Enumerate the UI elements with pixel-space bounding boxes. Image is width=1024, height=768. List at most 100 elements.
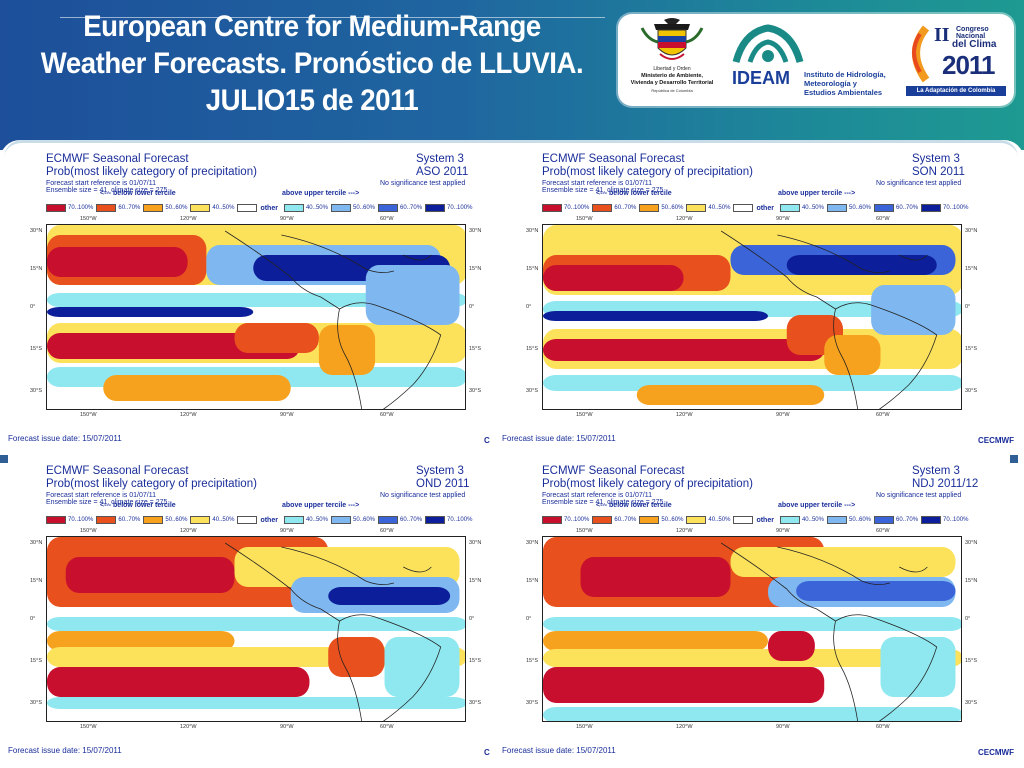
legend-item-below: 60..70% (592, 204, 636, 212)
legend-swatch (779, 516, 800, 524)
panel-subtitle: Prob(most likely category of precipitati… (542, 478, 753, 490)
lon-tick-label: 120°W (180, 528, 197, 534)
lon-tick-label-bottom: 60°W (380, 724, 394, 730)
legend-label: 40..50% (305, 517, 328, 523)
panel-ensemble: Ensemble size = 41, climate size = 275 (46, 187, 168, 194)
panel-subtitle: Prob(most likely category of precipitati… (46, 478, 257, 490)
forecast-panel-2: ECMWF Seasonal Forecast System 3 Prob(most… (496, 146, 1014, 456)
probability-band (47, 247, 188, 277)
lon-tick-label-bottom: 120°W (676, 724, 693, 730)
legend-swatch (190, 516, 211, 524)
legend-below-header: <--- below lower tercile (596, 502, 672, 509)
legend-label: 70..100% (943, 205, 969, 211)
probability-band (47, 631, 235, 651)
lon-tick-label-bottom: 150°W (80, 724, 97, 730)
probability-band (824, 335, 881, 375)
lat-tick-label-left: 15°S (30, 658, 42, 664)
legend-swatch (46, 516, 66, 524)
title-line-3: JULIO15 de 2011 (205, 84, 419, 117)
probability-band (103, 375, 291, 401)
lat-tick-label-left: 30°N (526, 540, 539, 546)
content-frame (4, 140, 1018, 768)
panel-significance: No significance test applied (876, 180, 962, 187)
legend-label: 40..50% (305, 205, 328, 211)
panel-period: SON 2011 (912, 166, 965, 178)
lat-tick-label-right: 30°N (965, 540, 978, 546)
lat-tick-label-left: 30°S (526, 700, 538, 706)
lat-tick-label-left: 15°S (526, 346, 538, 352)
lat-tick-label-right: 15°S (965, 658, 977, 664)
legend-label: 50..60% (165, 205, 188, 211)
legend-label: 60..70% (400, 517, 423, 523)
legend-item-above: 40..50% (779, 516, 824, 524)
legend-swatch (143, 516, 164, 524)
legend-item-below: 40..50% (686, 516, 730, 524)
legend-label: 50..60% (661, 517, 684, 523)
legend-swatch (283, 516, 304, 524)
legend-swatch (96, 204, 117, 212)
lon-tick-label-bottom: 90°W (280, 412, 294, 418)
probability-band (543, 339, 825, 361)
lat-tick-label-left: 30°N (30, 228, 43, 234)
lat-tick-label-left: 0° (30, 304, 36, 310)
legend-label: 60..70% (118, 205, 141, 211)
legend-below-header: <--- below lower tercile (596, 190, 672, 197)
congreso-year: 2011 (942, 50, 995, 80)
lat-tick-label-left: 30°S (30, 388, 42, 394)
lat-tick-label-left: 30°S (30, 700, 42, 706)
legend-item-above: 70..100% (921, 516, 968, 524)
probability-band (796, 581, 956, 601)
legend-item-above: 50..60% (826, 204, 871, 212)
congreso-swoosh-icon (912, 25, 930, 83)
probability-field (47, 537, 465, 721)
legend-swatch (378, 516, 399, 524)
legend-label: 60..70% (896, 517, 919, 523)
legend-item-below: 50..60% (143, 516, 187, 524)
probability-band (328, 637, 385, 677)
legend-swatch (425, 204, 446, 212)
ideam-sub-3: Estudios Ambientales (804, 88, 883, 97)
legend-label: 40..50% (212, 517, 235, 523)
legend-item-above: 40..50% (283, 516, 328, 524)
legend-item-above: 70..100% (425, 516, 472, 524)
legend-swatch (96, 516, 117, 524)
panel-system: System 3 (912, 153, 960, 165)
legend-swatch (425, 516, 446, 524)
colombia-coat-of-arms-icon (640, 18, 704, 60)
legend-label: 40..50% (801, 205, 824, 211)
panel-start-reference: Forecast start reference is 01/07/11 (46, 492, 156, 499)
legend-swatch (283, 204, 304, 212)
lat-tick-label-right: 15°S (469, 346, 481, 352)
legend-swatch (237, 204, 258, 212)
legend-swatch (542, 516, 562, 524)
panel-start-reference: Forecast start reference is 01/07/11 (542, 180, 652, 187)
legend-label: 70..100% (564, 205, 590, 211)
lat-tick-label-right: 15°N (469, 266, 482, 272)
legend-swatch (190, 204, 211, 212)
coastline (224, 542, 442, 721)
panel-subtitle: Prob(most likely category of precipitati… (46, 166, 257, 178)
probability-field (543, 537, 961, 721)
probability-band (543, 617, 961, 631)
ideam-emblem-icon (732, 24, 804, 63)
panel-title: ECMWF Seasonal Forecast (542, 465, 685, 477)
probability-band (543, 265, 684, 291)
lat-tick-label-right: 0° (965, 304, 971, 310)
lat-tick-label-right: 30°S (469, 700, 481, 706)
lon-tick-label-bottom: 120°W (180, 412, 197, 418)
lon-tick-label: 120°W (676, 216, 693, 222)
legend-swatch (826, 516, 847, 524)
precipitation-map (542, 536, 962, 722)
forecast-panel-1: ECMWF Seasonal Forecast System 3 Prob(most… (0, 146, 490, 456)
slide-marker-left (0, 455, 8, 463)
lon-tick-label: 90°W (280, 528, 294, 534)
probability-band (543, 667, 825, 703)
lat-tick-label-right: 0° (469, 304, 475, 310)
lon-tick-label-bottom: 150°W (576, 724, 593, 730)
lat-tick-label-right: 15°N (965, 578, 978, 584)
probability-band (384, 637, 460, 697)
legend-swatch (874, 516, 895, 524)
lon-tick-label: 120°W (180, 216, 197, 222)
ideam-logo: IDEAM Instituto de Hidrología, Meteorolo… (730, 20, 890, 104)
ecmwf-logo: CECMWF (978, 436, 1014, 445)
